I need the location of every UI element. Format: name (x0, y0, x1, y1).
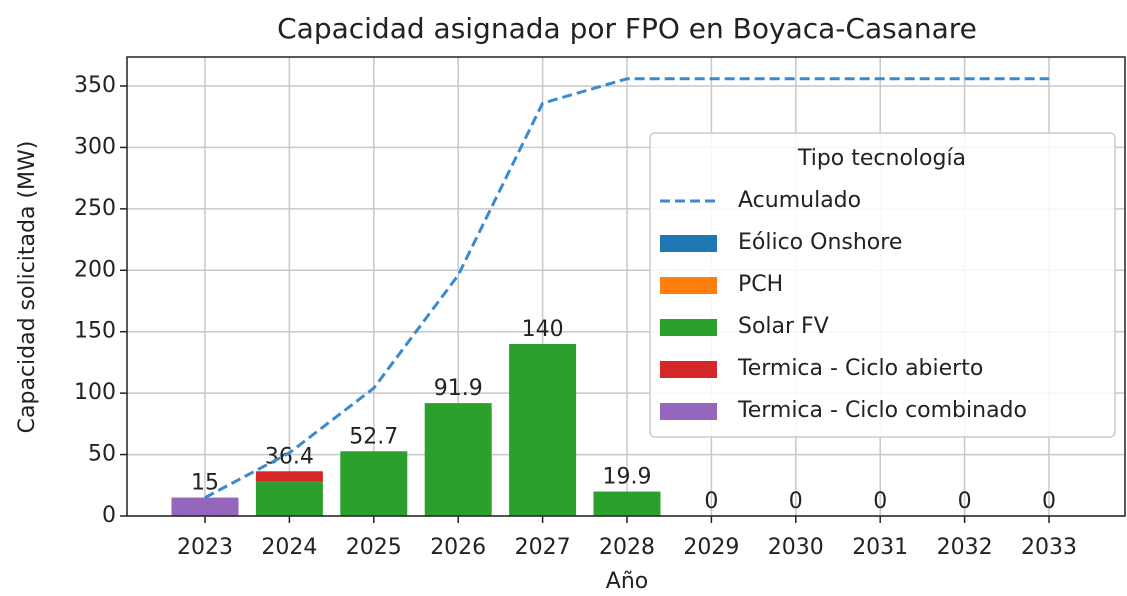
bar-segment (340, 451, 408, 516)
total-label: 91.9 (434, 376, 483, 401)
y-axis-label: Capacidad solicitada (MW) (15, 141, 40, 434)
legend-swatch (660, 277, 717, 294)
legend-swatch (660, 403, 717, 420)
total-label: 140 (522, 317, 564, 342)
x-tick-label: 2025 (346, 535, 402, 560)
y-tick-label: 350 (74, 73, 116, 98)
legend-label: PCH (738, 272, 783, 297)
x-tick-label: 2031 (852, 535, 908, 560)
bar-segment (171, 497, 239, 516)
total-label: 15 (191, 471, 219, 496)
x-tick-label: 2023 (177, 535, 233, 560)
total-label: 0 (704, 489, 718, 514)
legend: Tipo tecnología Acumulado Eólico Onshore PC… (649, 132, 1116, 438)
y-tick-label: 0 (102, 503, 116, 528)
x-tick-label: 2033 (1021, 535, 1077, 560)
x-tick-label: 2026 (430, 535, 486, 560)
x-tick-label: 2024 (261, 535, 317, 560)
legend-label: Acumulado (738, 188, 861, 213)
total-label: 19.9 (603, 465, 652, 490)
cumulative-line (204, 77, 1049, 499)
y-tick-label: 300 (74, 134, 116, 159)
total-label: 0 (1042, 489, 1056, 514)
x-axis-label: Año (606, 569, 648, 594)
y-tick-label: 250 (74, 196, 116, 221)
x-tick-label: 2032 (937, 535, 993, 560)
x-tick-label: 2027 (515, 535, 571, 560)
legend-title: Tipo tecnología (797, 146, 966, 171)
bar-segment (255, 481, 323, 516)
x-tick-label: 2029 (683, 535, 739, 560)
legend-label: Solar FV (738, 314, 829, 339)
legend-label: Termica - Ciclo combinado (737, 398, 1027, 423)
bar-segment (509, 343, 577, 516)
plot-frame (126, 56, 1126, 517)
total-label: 0 (958, 489, 972, 514)
total-label: 0 (873, 489, 887, 514)
bar-segment (424, 403, 492, 516)
y-tick-label: 200 (74, 257, 116, 282)
total-label: 0 (789, 489, 803, 514)
y-tick-label: 150 (74, 319, 116, 344)
bar-segment (255, 471, 323, 482)
y-tick-label: 50 (88, 442, 116, 467)
x-tick-label: 2028 (599, 535, 655, 560)
legend-label: Eólico Onshore (738, 230, 902, 255)
legend-label: Termica - Ciclo abierto (737, 356, 983, 381)
legend-swatch (660, 235, 717, 252)
chart-title: Capacidad asignada por FPO en Boyaca-Cas… (277, 12, 977, 45)
x-tick-label: 2030 (768, 535, 824, 560)
y-tick-label: 100 (74, 380, 116, 405)
legend-box (649, 132, 1116, 438)
total-label: 36.4 (265, 444, 314, 469)
legend-swatch (660, 361, 717, 378)
bar-segment (593, 491, 661, 516)
total-label: 52.7 (349, 424, 398, 449)
legend-swatch (660, 319, 717, 336)
